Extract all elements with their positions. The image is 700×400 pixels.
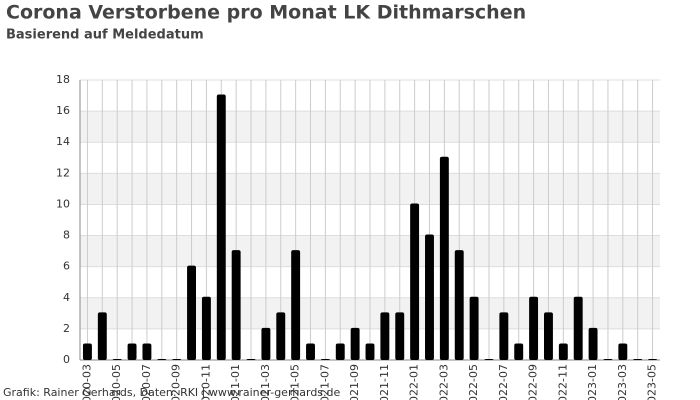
y-tick-label: 12 (56, 166, 70, 179)
bar (529, 296, 539, 360)
x-tick-label: 2022-09 (527, 364, 540, 400)
bar (261, 327, 271, 360)
x-tick-label: 2021-03 (259, 364, 272, 400)
bar (410, 203, 420, 360)
x-tick-label: 2022-05 (467, 364, 480, 400)
bar (320, 359, 330, 360)
bar (172, 359, 182, 360)
y-tick-label: 4 (63, 291, 70, 304)
y-tick-label: 2 (63, 322, 70, 335)
y-tick-label: 18 (56, 73, 70, 86)
bar (454, 250, 464, 360)
bar (142, 343, 152, 360)
y-tick-label: 6 (63, 260, 70, 273)
y-tick-label: 16 (56, 104, 70, 117)
bar (276, 312, 286, 360)
bar (588, 327, 598, 360)
bar (380, 312, 390, 360)
x-tick-label: 2020-03 (80, 364, 93, 400)
bar (514, 343, 524, 360)
bar (425, 234, 434, 360)
x-tick-label: 2022-07 (497, 364, 510, 400)
bar (335, 343, 345, 360)
bar (544, 312, 553, 360)
x-tick-label: 2021-05 (289, 364, 302, 400)
bar (246, 359, 256, 360)
bar (112, 359, 122, 360)
x-tick-label: 2022-03 (437, 364, 450, 400)
bar (573, 296, 583, 360)
x-tick-label: 2020-05 (110, 364, 123, 400)
y-tick-label: 14 (56, 135, 70, 148)
bar (499, 312, 509, 360)
x-tick-label: 2023-05 (646, 364, 659, 400)
plot-background (80, 79, 660, 361)
x-tick-label: 2020-07 (140, 364, 153, 400)
y-tick-label: 0 (63, 353, 70, 366)
x-tick-label: 2021-11 (378, 364, 391, 400)
bar (350, 327, 360, 360)
y-tick-label: 10 (56, 197, 70, 210)
bar (157, 359, 167, 360)
x-tick-label: 2020-11 (199, 364, 212, 400)
bar (558, 343, 568, 360)
bar (187, 265, 196, 360)
bar (216, 94, 226, 361)
bar (603, 359, 613, 360)
chart-subtitle: Basierend auf Meldedatum (6, 28, 204, 43)
chart-title: Corona Verstorbene pro Monat LK Dithmars… (6, 2, 526, 24)
bar (291, 250, 301, 360)
bar (97, 312, 107, 360)
footer: Grafik: Rainer Gerhards, Daten: RKI | ww… (3, 386, 341, 399)
bar (633, 359, 643, 360)
x-tick-label: 2023-01 (586, 364, 599, 400)
bar (484, 359, 494, 360)
y-tick-label: 8 (63, 229, 70, 242)
bar (469, 296, 479, 360)
bar (618, 343, 628, 360)
bar (365, 343, 375, 360)
x-tick-label: 2022-01 (408, 364, 421, 400)
bar (306, 343, 315, 360)
bar (201, 296, 211, 360)
x-tick-label: 2022-11 (556, 364, 569, 400)
bar (395, 312, 405, 360)
x-tick-label: 2021-07 (318, 364, 331, 400)
x-tick-label: 2021-09 (348, 364, 361, 400)
x-tick-label: 2023-03 (616, 364, 629, 400)
bar (439, 156, 449, 360)
bar (82, 343, 92, 360)
x-tick-label: 2021-01 (229, 364, 242, 400)
x-tick-label: 2020-09 (170, 364, 183, 400)
bar (127, 343, 137, 360)
bar (648, 359, 658, 360)
bar (231, 250, 241, 360)
